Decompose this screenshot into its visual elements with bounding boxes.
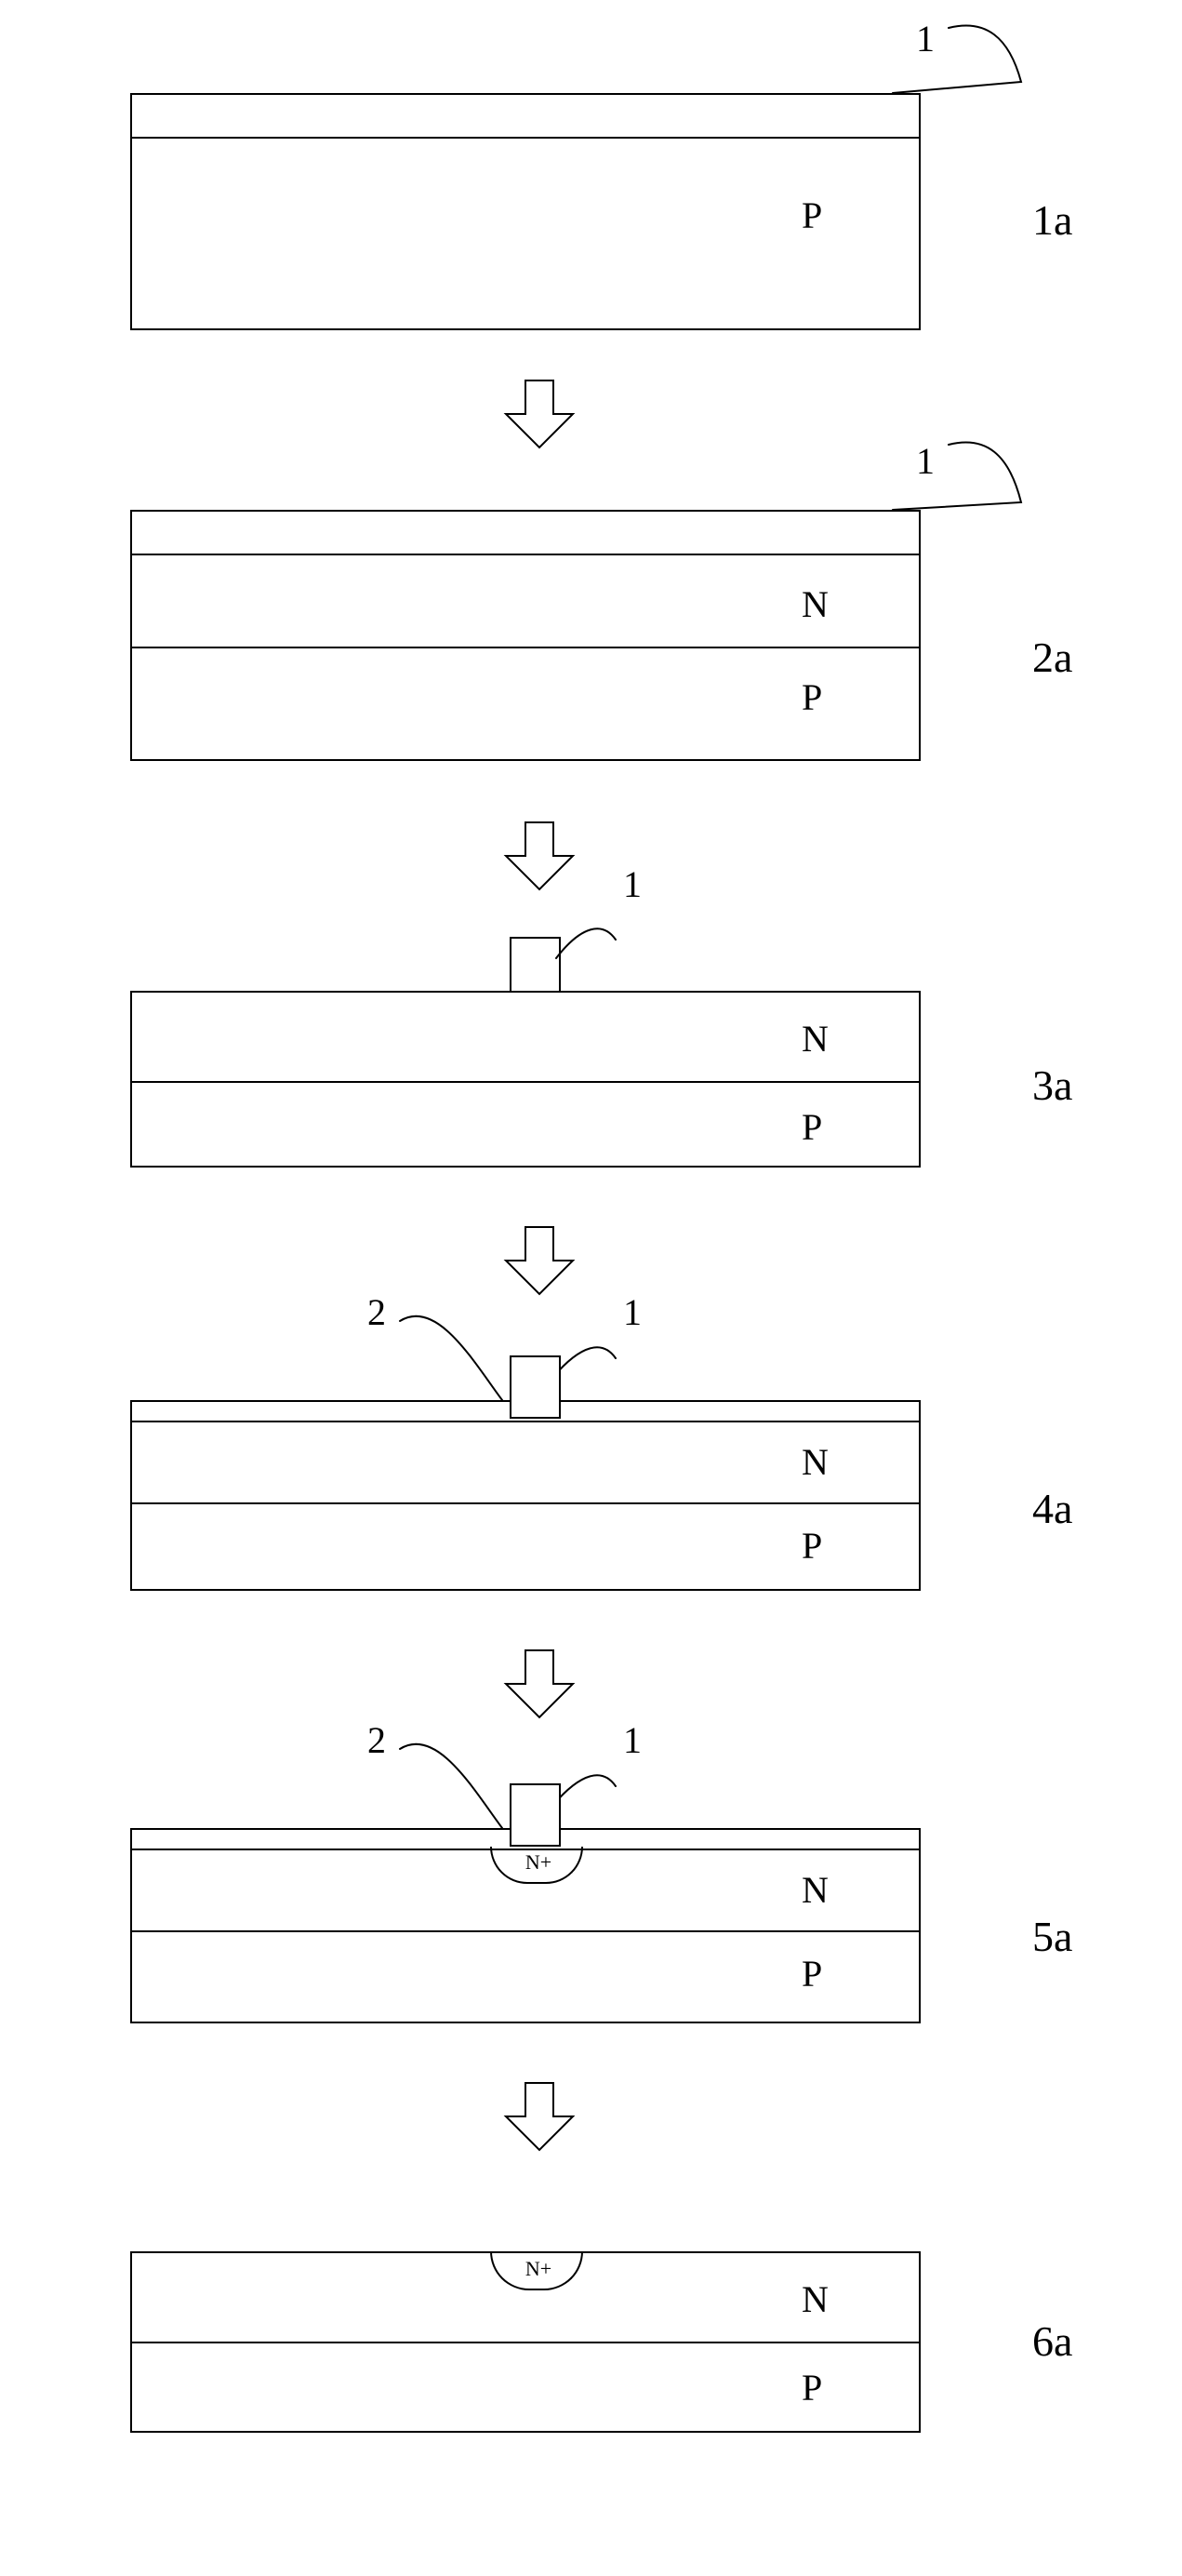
panel-1a: P	[130, 93, 921, 330]
resist-gap-4a	[510, 1355, 561, 1400]
p-label-3a: P	[802, 1109, 822, 1146]
step-label-1a: 1a	[1032, 195, 1072, 245]
p-label-6a: P	[802, 2369, 822, 2407]
n-label-5a: N	[802, 1872, 829, 1909]
oxide-line-1a	[132, 137, 919, 139]
arrow-5-to-6	[502, 2079, 577, 2154]
arrow-1-to-2	[502, 377, 577, 451]
callout-1-number-4a: 1	[623, 1290, 642, 1334]
panel-3a: N P	[130, 991, 921, 1168]
panel-6a: N+ N P	[130, 2251, 921, 2433]
np-line-3a	[132, 1081, 919, 1083]
p-label-4a: P	[802, 1528, 822, 1565]
np-line-5a	[132, 1930, 919, 1932]
step-label-6a: 6a	[1032, 2316, 1072, 2366]
callout-1-leader-3a	[130, 851, 781, 1000]
panel-5a: N+ N P	[130, 1828, 921, 2023]
step-label-5a: 5a	[1032, 1912, 1072, 1961]
n-label-3a: N	[802, 1021, 829, 1058]
nplus-label-6a: N+	[515, 2259, 562, 2279]
callout-1-number-2a: 1	[916, 439, 935, 483]
oxide-line-2a	[132, 554, 919, 555]
step-4a: 2 1 N P	[130, 1400, 921, 1591]
step-2a: 1 N P	[130, 510, 921, 761]
panel-4a: N P	[130, 1400, 921, 1591]
panel-2a: N P	[130, 510, 921, 761]
np-line-6a	[132, 2342, 919, 2343]
step-5a: 2 1 N+ N P	[130, 1828, 921, 2023]
arrow-3-to-4	[502, 1223, 577, 1298]
n-label-6a: N	[802, 2281, 829, 2318]
callout-1-number-3a: 1	[623, 862, 642, 906]
n-label-2a: N	[802, 586, 829, 623]
callout-2-number-4a: 2	[367, 1290, 386, 1334]
p-label-1a: P	[802, 197, 822, 234]
callout-1-number-5a: 1	[623, 1718, 642, 1762]
diagram-page: 1 P 1a 1 N P 2a 1	[0, 0, 1182, 2576]
arrow-2-to-3	[502, 819, 577, 893]
step-3a: 1 N P	[130, 991, 921, 1168]
step-label-2a: 2a	[1032, 633, 1072, 682]
step-label-4a: 4a	[1032, 1484, 1072, 1533]
np-line-2a	[132, 647, 919, 648]
callout-1-number: 1	[916, 17, 935, 60]
callout-2-number-5a: 2	[367, 1718, 386, 1762]
mask-box-3a	[510, 937, 561, 991]
arrow-4-to-5	[502, 1647, 577, 1721]
step-label-3a: 3a	[1032, 1061, 1072, 1110]
nplus-label-5a: N+	[515, 1852, 562, 1873]
p-label-2a: P	[802, 679, 822, 716]
np-line-4a	[132, 1502, 919, 1504]
n-label-4a: N	[802, 1444, 829, 1481]
resist-line-4a	[132, 1421, 919, 1422]
p-label-5a: P	[802, 1955, 822, 1993]
step-6a: N+ N P	[130, 2251, 921, 2433]
resist-gap-5a	[510, 1783, 561, 1828]
step-1a: 1 P	[130, 93, 921, 330]
